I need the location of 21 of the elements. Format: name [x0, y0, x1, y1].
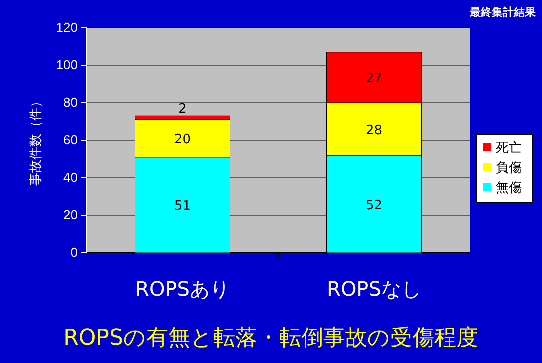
data-label: 27 [366, 72, 383, 87]
y-tick-label: 20 [64, 208, 78, 223]
y-tick-label: 80 [64, 95, 78, 110]
data-label: 51 [174, 199, 192, 214]
text: ROPSの有無と転落・転倒事故の受傷程度 [64, 326, 478, 351]
y-axis-title: 事故件数（件） [29, 95, 44, 186]
legend-label: 無傷 [496, 181, 522, 196]
y-tick-label: 60 [64, 132, 78, 148]
text: 最終集計結果 [469, 6, 537, 19]
y-tick-label: 0 [70, 245, 78, 260]
data-label: 52 [366, 198, 383, 214]
x-tick-label: ROPSあり [136, 277, 230, 301]
data-label: 28 [366, 123, 383, 138]
x-tick-label: ROPSなし [327, 277, 422, 301]
data-label: 2 [178, 102, 187, 118]
legend-label: 負傷 [496, 161, 522, 176]
legend-label: 死亡 [496, 140, 522, 156]
y-tick-label: 40 [64, 170, 78, 186]
y-tick-label: 120 [56, 20, 78, 36]
data-label: 20 [174, 132, 192, 148]
y-tick-label: 100 [56, 58, 78, 73]
